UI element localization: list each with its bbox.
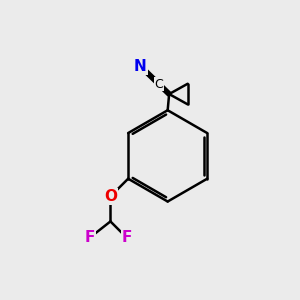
Text: F: F (85, 230, 95, 245)
Text: O: O (104, 189, 117, 204)
Text: F: F (122, 230, 132, 245)
Text: C: C (154, 78, 163, 91)
Text: N: N (134, 59, 147, 74)
